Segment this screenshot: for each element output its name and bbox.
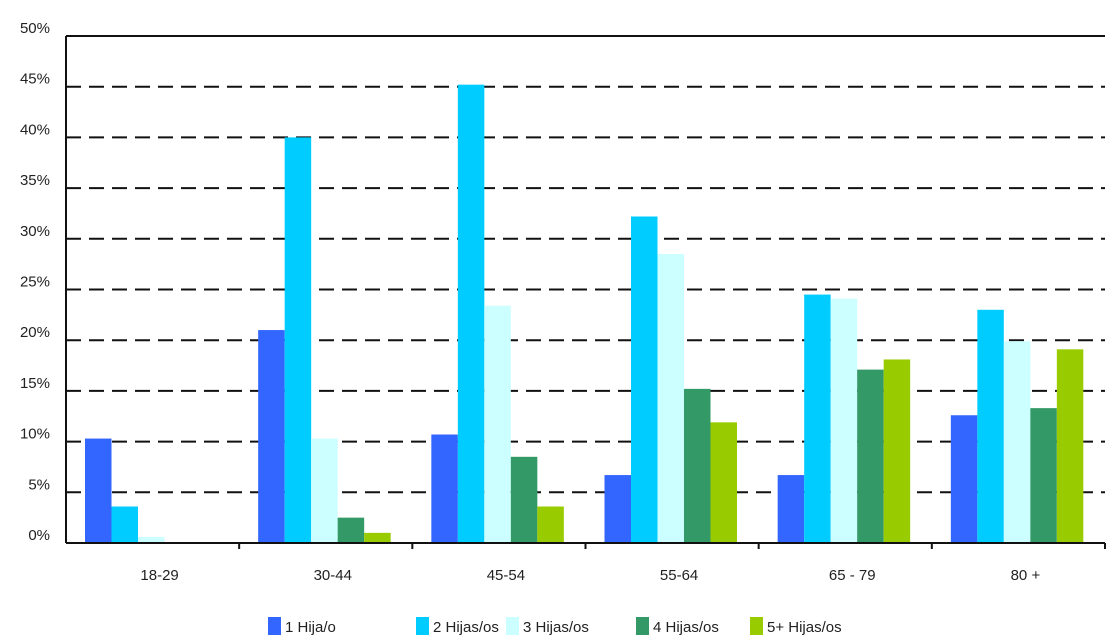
- bar: [284, 137, 312, 543]
- bar: [311, 438, 338, 543]
- legend-swatch: [268, 617, 281, 635]
- bar: [684, 388, 711, 543]
- bar: [883, 359, 911, 543]
- bar: [537, 506, 564, 543]
- y-tick-label: 20%: [20, 324, 50, 341]
- legend-label: 3 Hijas/os: [523, 619, 589, 636]
- bar: [457, 84, 485, 543]
- y-tick-label: 10%: [20, 426, 50, 443]
- y-axis-ticks: 0% 5% 10% 15% 20% 25% 30% 35% 40% 45% 50%: [20, 20, 50, 544]
- bar: [1030, 408, 1057, 543]
- y-tick-label: 50%: [20, 20, 50, 37]
- bar: [364, 532, 391, 543]
- bar: [138, 536, 165, 543]
- bar: [431, 434, 458, 543]
- x-axis-ticks: 18-29 30-44 45-54 55-64 65 - 79 80 +: [140, 543, 1106, 584]
- bar: [1056, 349, 1084, 543]
- bar: [857, 369, 884, 543]
- bar: [950, 415, 978, 543]
- bar: [804, 294, 831, 543]
- y-tick-label: 40%: [20, 121, 50, 138]
- bar: [830, 298, 858, 543]
- bar: [657, 254, 684, 543]
- bar: [777, 475, 805, 543]
- bar: [85, 438, 112, 543]
- y-tick-label: 5%: [28, 476, 50, 493]
- y-tick-label: 15%: [20, 375, 50, 392]
- bar: [484, 305, 511, 543]
- x-tick-label: 55-64: [660, 567, 698, 584]
- x-tick-label: 45-54: [487, 567, 525, 584]
- legend: 1 Hija/o 2 Hijas/os 3 Hijas/os 4 Hijas/os 5+…: [268, 617, 842, 636]
- x-tick-label: 18-29: [140, 567, 178, 584]
- legend-swatch: [750, 617, 763, 635]
- bars: [85, 84, 1084, 543]
- bar: [510, 456, 538, 543]
- legend-swatch: [636, 617, 649, 635]
- legend-swatch: [506, 617, 519, 635]
- bar: [631, 216, 658, 543]
- legend-swatch: [416, 617, 429, 635]
- gridlines: [66, 35, 1105, 494]
- y-tick-label: 45%: [20, 71, 50, 88]
- bar: [111, 506, 138, 543]
- y-tick-label: 35%: [20, 172, 50, 189]
- y-tick-label: 0%: [28, 527, 50, 544]
- legend-label: 1 Hija/o: [285, 619, 336, 636]
- x-tick-label: 65 - 79: [829, 567, 876, 584]
- x-tick-label: 30-44: [314, 567, 352, 584]
- bar: [604, 475, 631, 543]
- x-tick-label: 80 +: [1011, 567, 1041, 584]
- y-tick-label: 25%: [20, 274, 50, 291]
- bar: [337, 517, 365, 543]
- legend-label: 5+ Hijas/os: [767, 619, 842, 636]
- legend-label: 2 Hijas/os: [433, 619, 499, 636]
- legend-label: 4 Hijas/os: [653, 619, 719, 636]
- bar: [258, 330, 285, 543]
- y-tick-label: 30%: [20, 223, 50, 240]
- bar: [710, 422, 737, 543]
- bar: [977, 309, 1004, 543]
- bar: [1003, 341, 1031, 543]
